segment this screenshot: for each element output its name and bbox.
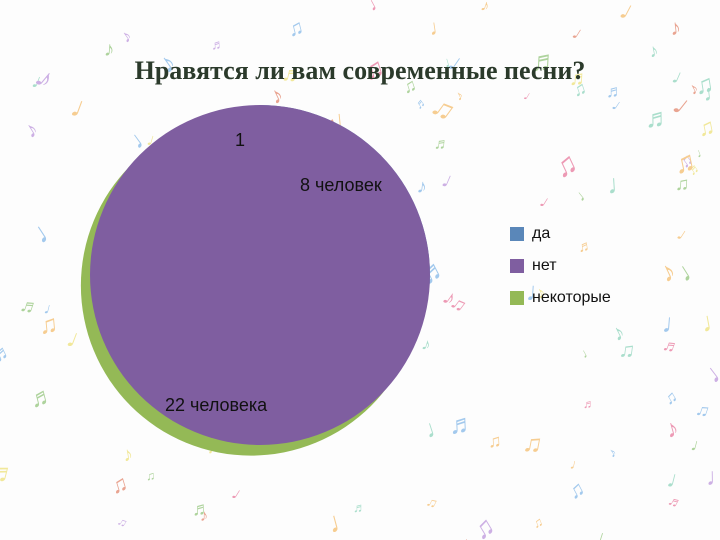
legend-label: да <box>532 225 550 243</box>
note-glyph: ♫ <box>468 510 501 540</box>
note-glyph: ♩ <box>228 483 254 510</box>
note-glyph: ♬ <box>210 37 225 53</box>
data-label-yes: 8 человек <box>300 175 382 196</box>
note-glyph: ♫ <box>446 291 472 318</box>
note-glyph: ♪ <box>606 444 620 460</box>
note-glyph: ♩ <box>608 95 633 121</box>
note-glyph: ♩ <box>438 167 469 200</box>
note-glyph: ♫ <box>617 336 637 364</box>
note-glyph: ♫ <box>549 146 584 186</box>
note-glyph: ♩ <box>664 466 694 499</box>
note-glyph: ♫ <box>677 151 697 173</box>
note-glyph: ♩ <box>614 0 652 34</box>
note-glyph: ♬ <box>353 499 366 514</box>
pie-slice-no <box>90 105 430 445</box>
note-glyph: ♫ <box>671 145 699 182</box>
note-glyph: ♩ <box>689 435 711 460</box>
note-glyph: ♬ <box>665 492 685 513</box>
note-glyph: ♪ <box>20 116 43 144</box>
note-glyph: ♩ <box>325 502 362 540</box>
note-glyph: ♩ <box>705 464 720 492</box>
note-glyph: ♬ <box>192 499 211 521</box>
note-glyph: ♪ <box>456 531 473 540</box>
note-glyph: ♫ <box>115 514 130 531</box>
note-glyph: ♫ <box>520 426 545 460</box>
note-glyph: ♫ <box>488 431 502 453</box>
note-glyph: ♪ <box>662 414 682 445</box>
note-glyph: ♬ <box>433 135 451 156</box>
data-label-some: 22 человека <box>165 395 267 416</box>
note-glyph: ♩ <box>673 224 700 252</box>
note-glyph: ♫ <box>564 477 589 506</box>
note-glyph: ♫ <box>530 514 545 532</box>
note-glyph: ♬ <box>685 159 704 179</box>
note-glyph: ♩ <box>568 456 586 475</box>
note-glyph: ♩ <box>536 191 562 218</box>
legend-item: некоторые <box>510 289 611 307</box>
note-glyph: ♬ <box>0 339 16 368</box>
note-glyph: ♪ <box>121 443 135 467</box>
legend: да нет некоторые <box>510 225 611 321</box>
note-glyph: ♬ <box>645 103 672 134</box>
note-glyph: ♪ <box>200 507 209 526</box>
note-glyph: ♩ <box>661 308 690 341</box>
note-glyph: ♩ <box>42 300 62 322</box>
note-glyph: ♬ <box>449 408 477 440</box>
note-glyph: ♩ <box>521 87 540 107</box>
note-glyph: ♩ <box>363 0 390 16</box>
note-glyph: ♫ <box>661 387 681 410</box>
chart-title: Нравятся ли вам современные песни? <box>0 56 720 86</box>
note-glyph: ♪ <box>117 26 136 48</box>
note-glyph: ♫ <box>38 310 60 341</box>
note-glyph: ♫ <box>675 173 691 196</box>
note-glyph: ♩ <box>699 349 720 390</box>
note-glyph: ♫ <box>285 16 306 43</box>
legend-swatch <box>510 227 524 241</box>
note-glyph: ♫ <box>424 492 441 511</box>
note-glyph: ♫ <box>693 398 713 422</box>
note-glyph: ♬ <box>17 293 43 321</box>
note-glyph: ♫ <box>108 470 132 500</box>
legend-label: некоторые <box>532 289 611 307</box>
legend-label: нет <box>532 257 557 275</box>
note-glyph: ♩ <box>28 208 70 252</box>
note-glyph: ♫ <box>696 114 717 143</box>
data-label-no: 1 <box>235 130 245 151</box>
note-glyph: ♪ <box>453 87 466 103</box>
note-glyph: ♩ <box>665 89 709 134</box>
note-glyph: ♩ <box>671 249 710 289</box>
legend-item: нет <box>510 257 611 275</box>
note-glyph: ♪ <box>669 14 683 41</box>
note-glyph: ♩ <box>567 22 595 51</box>
note-glyph: ♪ <box>437 284 461 312</box>
note-glyph: ♩ <box>579 342 598 361</box>
note-glyph: ♩ <box>606 169 635 202</box>
chart-stage: ♩♬♬♬♬♪♫♬♫♩♬♬♫♫♩♩♪♩♫♩♩♬♫♬♬♩♫♩♫♪♩♬♩♩♩♫♬♩♩♫… <box>0 0 720 540</box>
note-glyph: ♬ <box>660 333 683 359</box>
note-glyph: ♬ <box>0 455 21 492</box>
note-glyph: ♬ <box>27 381 58 414</box>
note-glyph: ♩ <box>592 524 621 540</box>
note-glyph: ♪ <box>478 0 492 16</box>
note-glyph: ♬ <box>583 397 595 411</box>
note-glyph: ♪ <box>608 319 630 347</box>
note-glyph: ♩ <box>427 12 452 41</box>
legend-swatch <box>510 259 524 273</box>
legend-swatch <box>510 291 524 305</box>
note-glyph: ♩ <box>694 144 710 161</box>
note-glyph: ♩ <box>573 182 597 206</box>
legend-item: да <box>510 225 611 243</box>
note-glyph: ♪ <box>655 255 681 290</box>
pie-chart <box>90 105 430 445</box>
note-glyph: ♫ <box>145 468 155 483</box>
note-glyph: ♩ <box>698 302 720 338</box>
